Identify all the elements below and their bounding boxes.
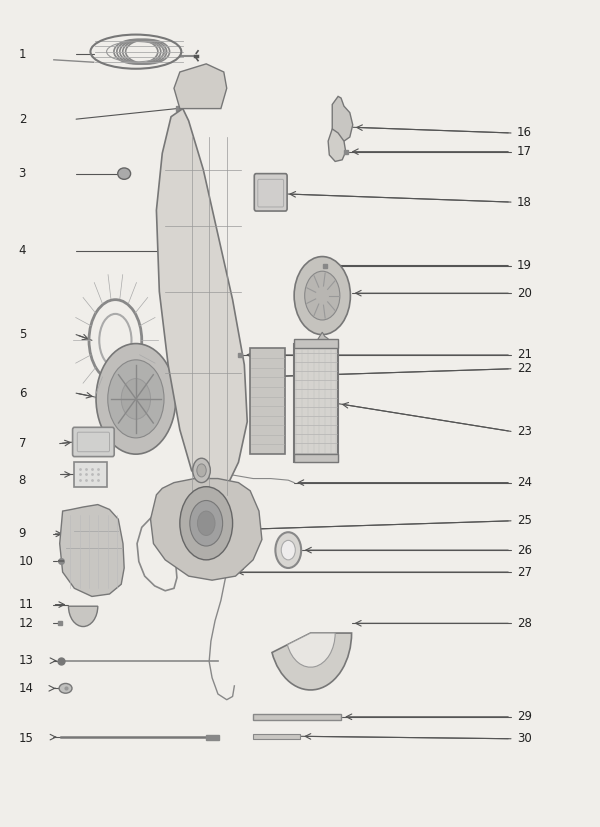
Polygon shape bbox=[314, 332, 328, 352]
Circle shape bbox=[180, 486, 233, 560]
Bar bbox=[74, 462, 107, 486]
Text: 24: 24 bbox=[517, 476, 532, 489]
Text: 29: 29 bbox=[517, 710, 532, 724]
Bar bbox=[253, 714, 341, 720]
Text: 20: 20 bbox=[517, 287, 532, 299]
Text: 11: 11 bbox=[19, 598, 34, 611]
Text: 2: 2 bbox=[19, 112, 26, 126]
Text: 5: 5 bbox=[19, 328, 26, 341]
Text: 21: 21 bbox=[517, 348, 532, 361]
Circle shape bbox=[193, 458, 211, 483]
Text: 12: 12 bbox=[19, 617, 34, 630]
Circle shape bbox=[294, 256, 350, 335]
FancyBboxPatch shape bbox=[254, 174, 287, 211]
Bar bbox=[294, 339, 338, 348]
Text: 25: 25 bbox=[517, 514, 532, 528]
Circle shape bbox=[197, 511, 215, 535]
Bar bbox=[250, 348, 286, 454]
Circle shape bbox=[190, 500, 223, 546]
Text: 13: 13 bbox=[19, 654, 34, 667]
Text: 16: 16 bbox=[517, 127, 532, 140]
Circle shape bbox=[275, 533, 301, 568]
Polygon shape bbox=[59, 504, 124, 596]
Text: 28: 28 bbox=[517, 617, 532, 630]
Bar bbox=[294, 454, 338, 462]
Text: 7: 7 bbox=[19, 437, 26, 450]
Text: 4: 4 bbox=[19, 244, 26, 257]
Circle shape bbox=[305, 271, 340, 320]
Polygon shape bbox=[157, 108, 247, 495]
Polygon shape bbox=[151, 479, 262, 581]
Polygon shape bbox=[332, 97, 353, 141]
Text: 1: 1 bbox=[19, 48, 26, 60]
Polygon shape bbox=[174, 64, 227, 108]
Bar bbox=[294, 344, 338, 462]
Text: 26: 26 bbox=[517, 543, 532, 557]
Text: 17: 17 bbox=[517, 146, 532, 158]
Polygon shape bbox=[328, 129, 346, 161]
Text: 14: 14 bbox=[19, 681, 34, 695]
Text: 3: 3 bbox=[19, 167, 26, 180]
Text: 18: 18 bbox=[517, 196, 532, 208]
Bar bbox=[176, 106, 182, 111]
Circle shape bbox=[108, 360, 164, 437]
Circle shape bbox=[96, 343, 176, 454]
Text: 9: 9 bbox=[19, 528, 26, 540]
Bar bbox=[206, 734, 219, 739]
Circle shape bbox=[121, 379, 151, 419]
Text: 8: 8 bbox=[19, 475, 26, 487]
Text: 10: 10 bbox=[19, 555, 34, 568]
Text: 30: 30 bbox=[517, 732, 532, 745]
Wedge shape bbox=[287, 633, 335, 667]
Text: 23: 23 bbox=[517, 425, 532, 437]
Text: 6: 6 bbox=[19, 387, 26, 399]
Text: 27: 27 bbox=[517, 566, 532, 579]
Text: 15: 15 bbox=[19, 732, 34, 745]
Bar bbox=[253, 734, 300, 739]
Ellipse shape bbox=[59, 683, 72, 693]
Ellipse shape bbox=[118, 168, 131, 179]
Wedge shape bbox=[272, 633, 352, 690]
FancyBboxPatch shape bbox=[73, 428, 114, 457]
Circle shape bbox=[281, 540, 295, 560]
Text: 19: 19 bbox=[517, 259, 532, 272]
Text: 22: 22 bbox=[517, 362, 532, 375]
Circle shape bbox=[197, 464, 206, 477]
Wedge shape bbox=[68, 606, 98, 627]
